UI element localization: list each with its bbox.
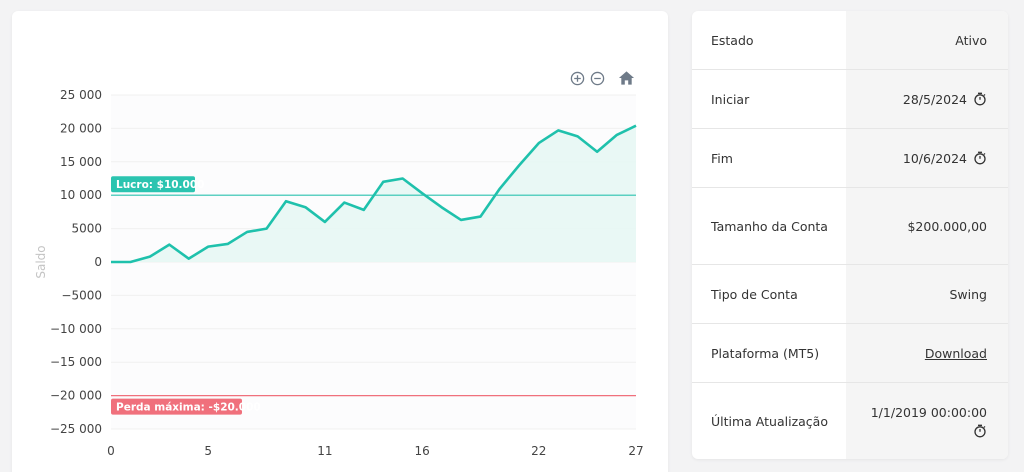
reset-zoom-button[interactable]: [617, 70, 635, 86]
y-axis-title: Saldo: [34, 245, 48, 278]
home-icon: [618, 71, 634, 85]
info-row-end: Fim 10/6/2024: [692, 129, 1008, 188]
x-tick-label: 5: [204, 444, 212, 458]
y-tick-label: −10 000: [50, 322, 102, 336]
y-tick-label: −5000: [61, 288, 102, 302]
end-date-value: 10/6/2024: [902, 150, 967, 166]
info-row-start: Iniciar 28/5/2024: [692, 70, 1008, 129]
account-type-value: Swing: [949, 286, 988, 302]
account-type-label: Tipo de Conta: [711, 286, 798, 302]
x-tick-label: 22: [531, 444, 546, 458]
zoom-out-icon: [590, 71, 604, 85]
zoom-out-button[interactable]: [589, 70, 605, 86]
y-tick-label: 15 000: [60, 155, 102, 169]
x-tick-label: 27: [628, 444, 643, 458]
start-label: Iniciar: [711, 91, 750, 107]
x-tick-label: 16: [414, 444, 429, 458]
x-tick-label: 0: [107, 444, 115, 458]
account-info-panel: Estado Ativo Iniciar 28/5/2024 Fim 10/6/…: [692, 11, 1008, 459]
y-tick-label: 5000: [71, 222, 102, 236]
y-tick-label: −25 000: [50, 422, 102, 436]
balance-chart: 25 000 20 000 15 000 10 000 5000 0 −5000 −10 00…: [34, 88, 644, 458]
y-tick-label: 10 000: [60, 188, 102, 202]
last-update-label: Última Atualização: [711, 413, 828, 429]
chart-toolbar: [569, 69, 635, 87]
status-label: Estado: [711, 32, 754, 48]
account-size-value: $200.000,00: [907, 218, 987, 234]
clock-icon: [973, 424, 987, 438]
status-value: Ativo: [955, 32, 987, 48]
info-row-account-size: Tamanho da Conta $200.000,00: [692, 188, 1008, 265]
profit-target-badge: [111, 176, 195, 193]
account-size-label: Tamanho da Conta: [711, 218, 828, 234]
clock-icon: [973, 151, 987, 165]
info-row-last-update: Última Atualização 1/1/2019 00:00:00: [692, 383, 1008, 459]
balance-chart-card: 25 000 20 000 15 000 10 000 5000 0 −5000 −10 00…: [12, 11, 668, 472]
download-link[interactable]: Download: [924, 345, 987, 361]
y-tick-label: −15 000: [50, 355, 102, 369]
zoom-in-icon: [570, 71, 584, 85]
y-tick-label: 20 000: [60, 121, 102, 135]
platform-label: Plataforma (MT5): [711, 345, 820, 361]
y-tick-label: 0: [94, 255, 102, 269]
balance-line: [111, 124, 637, 264]
y-tick-label: 25 000: [60, 88, 102, 102]
balance-area: [111, 125, 636, 262]
profit-target-label: Lucro: $10.000: [116, 179, 204, 191]
info-row-status: Estado Ativo: [692, 11, 1008, 70]
x-tick-label: 11: [317, 444, 332, 458]
end-label: Fim: [711, 150, 733, 166]
info-row-account-type: Tipo de Conta Swing: [692, 265, 1008, 324]
info-row-platform: Plataforma (MT5) Download: [692, 324, 1008, 383]
last-update-value: 1/1/2019 00:00:00: [870, 404, 987, 420]
max-loss-label: Perda máxima: -$20.000: [116, 402, 261, 414]
y-tick-label: −20 000: [50, 389, 102, 403]
clock-icon: [973, 92, 987, 106]
max-loss-badge: [111, 398, 242, 415]
start-date-value: 28/5/2024: [902, 91, 967, 107]
zoom-in-button[interactable]: [569, 70, 585, 86]
